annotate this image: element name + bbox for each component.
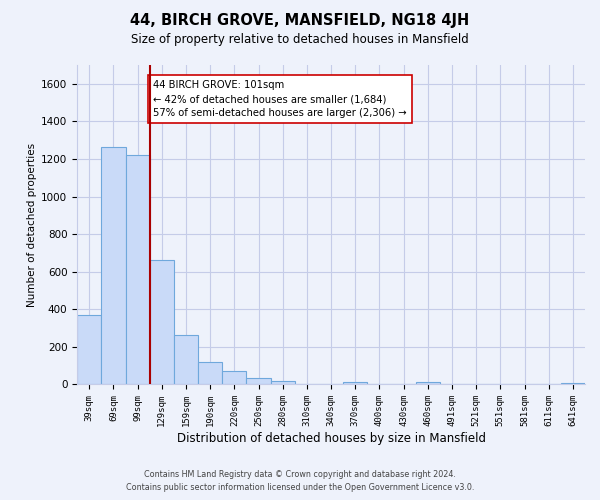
- Bar: [101, 146, 125, 384]
- Bar: [222, 372, 247, 384]
- Text: Size of property relative to detached houses in Mansfield: Size of property relative to detached ho…: [131, 32, 469, 46]
- Y-axis label: Number of detached properties: Number of detached properties: [27, 142, 37, 307]
- Bar: [271, 380, 295, 384]
- Bar: [416, 382, 440, 384]
- Bar: [198, 362, 222, 384]
- Bar: [174, 334, 198, 384]
- Bar: [77, 315, 101, 384]
- X-axis label: Distribution of detached houses by size in Mansfield: Distribution of detached houses by size …: [176, 432, 485, 445]
- Bar: [561, 382, 585, 384]
- Text: Contains HM Land Registry data © Crown copyright and database right 2024.
Contai: Contains HM Land Registry data © Crown c…: [126, 470, 474, 492]
- Bar: [247, 378, 271, 384]
- Bar: [125, 155, 149, 384]
- Text: 44, BIRCH GROVE, MANSFIELD, NG18 4JH: 44, BIRCH GROVE, MANSFIELD, NG18 4JH: [130, 12, 470, 28]
- Bar: [149, 260, 174, 384]
- Bar: [343, 382, 367, 384]
- Text: 44 BIRCH GROVE: 101sqm
← 42% of detached houses are smaller (1,684)
57% of semi-: 44 BIRCH GROVE: 101sqm ← 42% of detached…: [154, 80, 407, 118]
